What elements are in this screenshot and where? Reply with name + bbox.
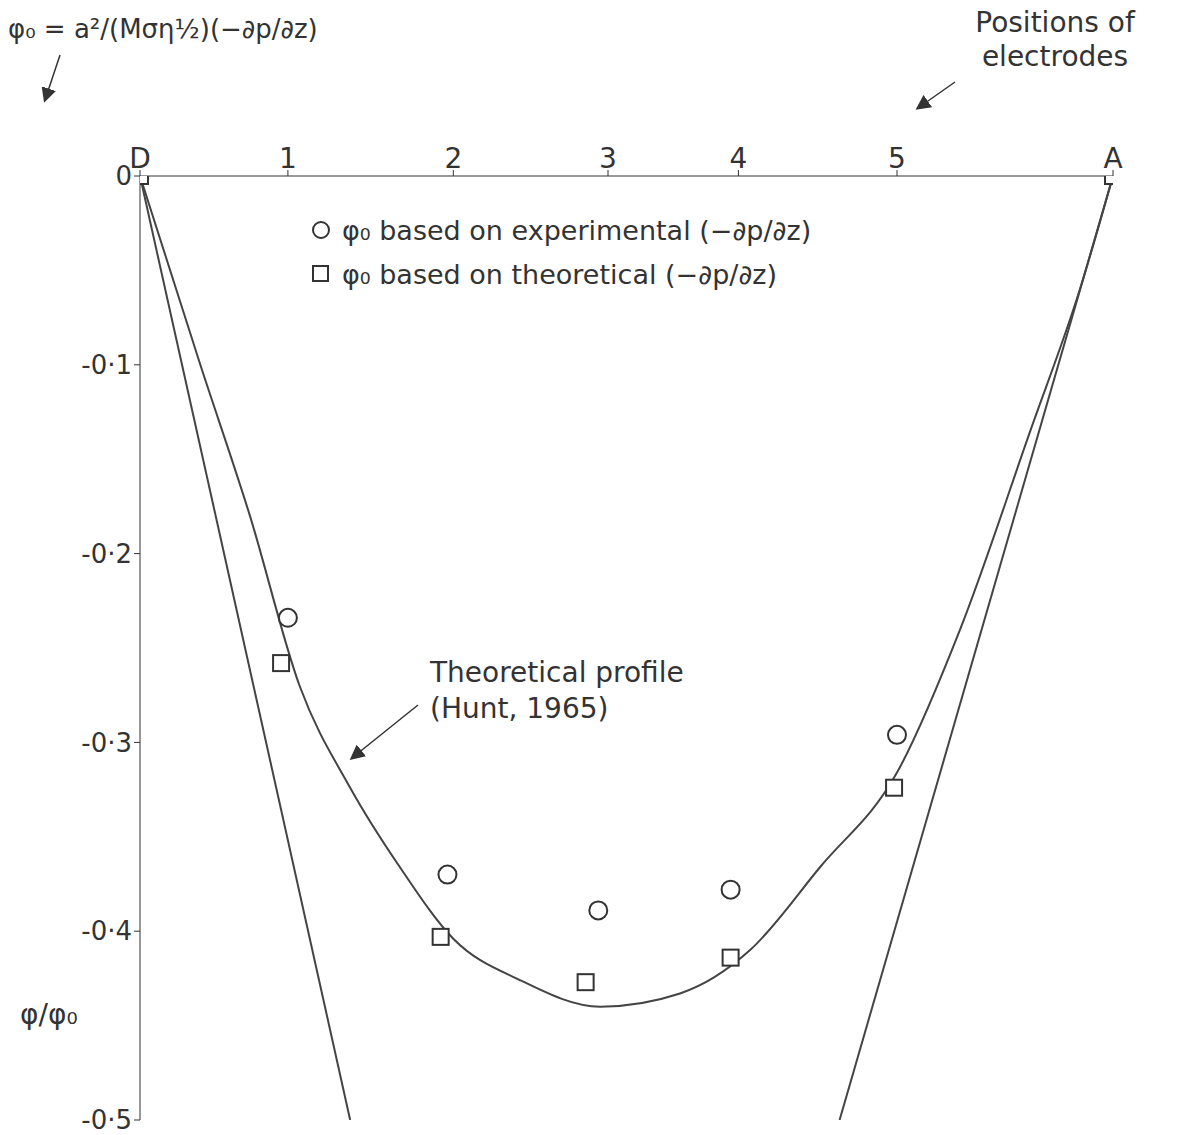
svg-text:-0·4: -0·4 [81,916,132,946]
svg-text:-0·3: -0·3 [81,728,132,758]
html-text:φ/φ₀: φ/φ₀ [20,998,78,1031]
svg-text:-0·2: -0·2 [81,539,132,569]
html-text:Theoretical profile (Hunt, 196: Theoretical profile (Hunt, 1965) [430,656,684,725]
html-text:Positions of electrodes: Positions of electrodes [975,6,1135,73]
svg-text:-0·5: -0·5 [81,1105,132,1135]
svg-text:5: 5 [888,142,906,175]
svg-text:A: A [1103,142,1122,175]
html-text:φ₀ based on theoretical (−∂p/∂: φ₀ based on theoretical (−∂p/∂z) [342,258,777,290]
html-text:φ₀ = a²/(Mση½)(−∂p/∂z): φ₀ = a²/(Mση½)(−∂p/∂z) [8,14,318,44]
svg-text:2: 2 [444,142,462,175]
svg-text:3: 3 [599,142,617,175]
svg-text:-0·1: -0·1 [81,350,132,380]
svg-text:1: 1 [279,142,297,175]
svg-text:D: D [129,142,151,175]
html-text:φ₀ based on experimental (−∂p/: φ₀ based on experimental (−∂p/∂z) [342,214,812,246]
svg-text:0: 0 [115,161,132,191]
svg-text:4: 4 [729,142,747,175]
